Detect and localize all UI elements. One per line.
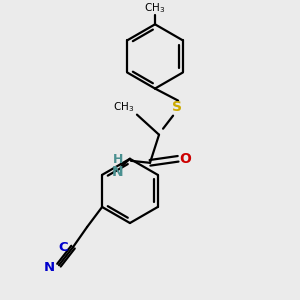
Text: S: S xyxy=(172,100,182,114)
Text: C: C xyxy=(58,241,68,254)
Text: H: H xyxy=(112,153,123,166)
Text: CH$_3$: CH$_3$ xyxy=(113,100,134,114)
Text: O: O xyxy=(179,152,191,166)
Text: CH$_3$: CH$_3$ xyxy=(144,1,166,15)
Text: N: N xyxy=(44,261,55,274)
Text: N: N xyxy=(111,165,123,179)
